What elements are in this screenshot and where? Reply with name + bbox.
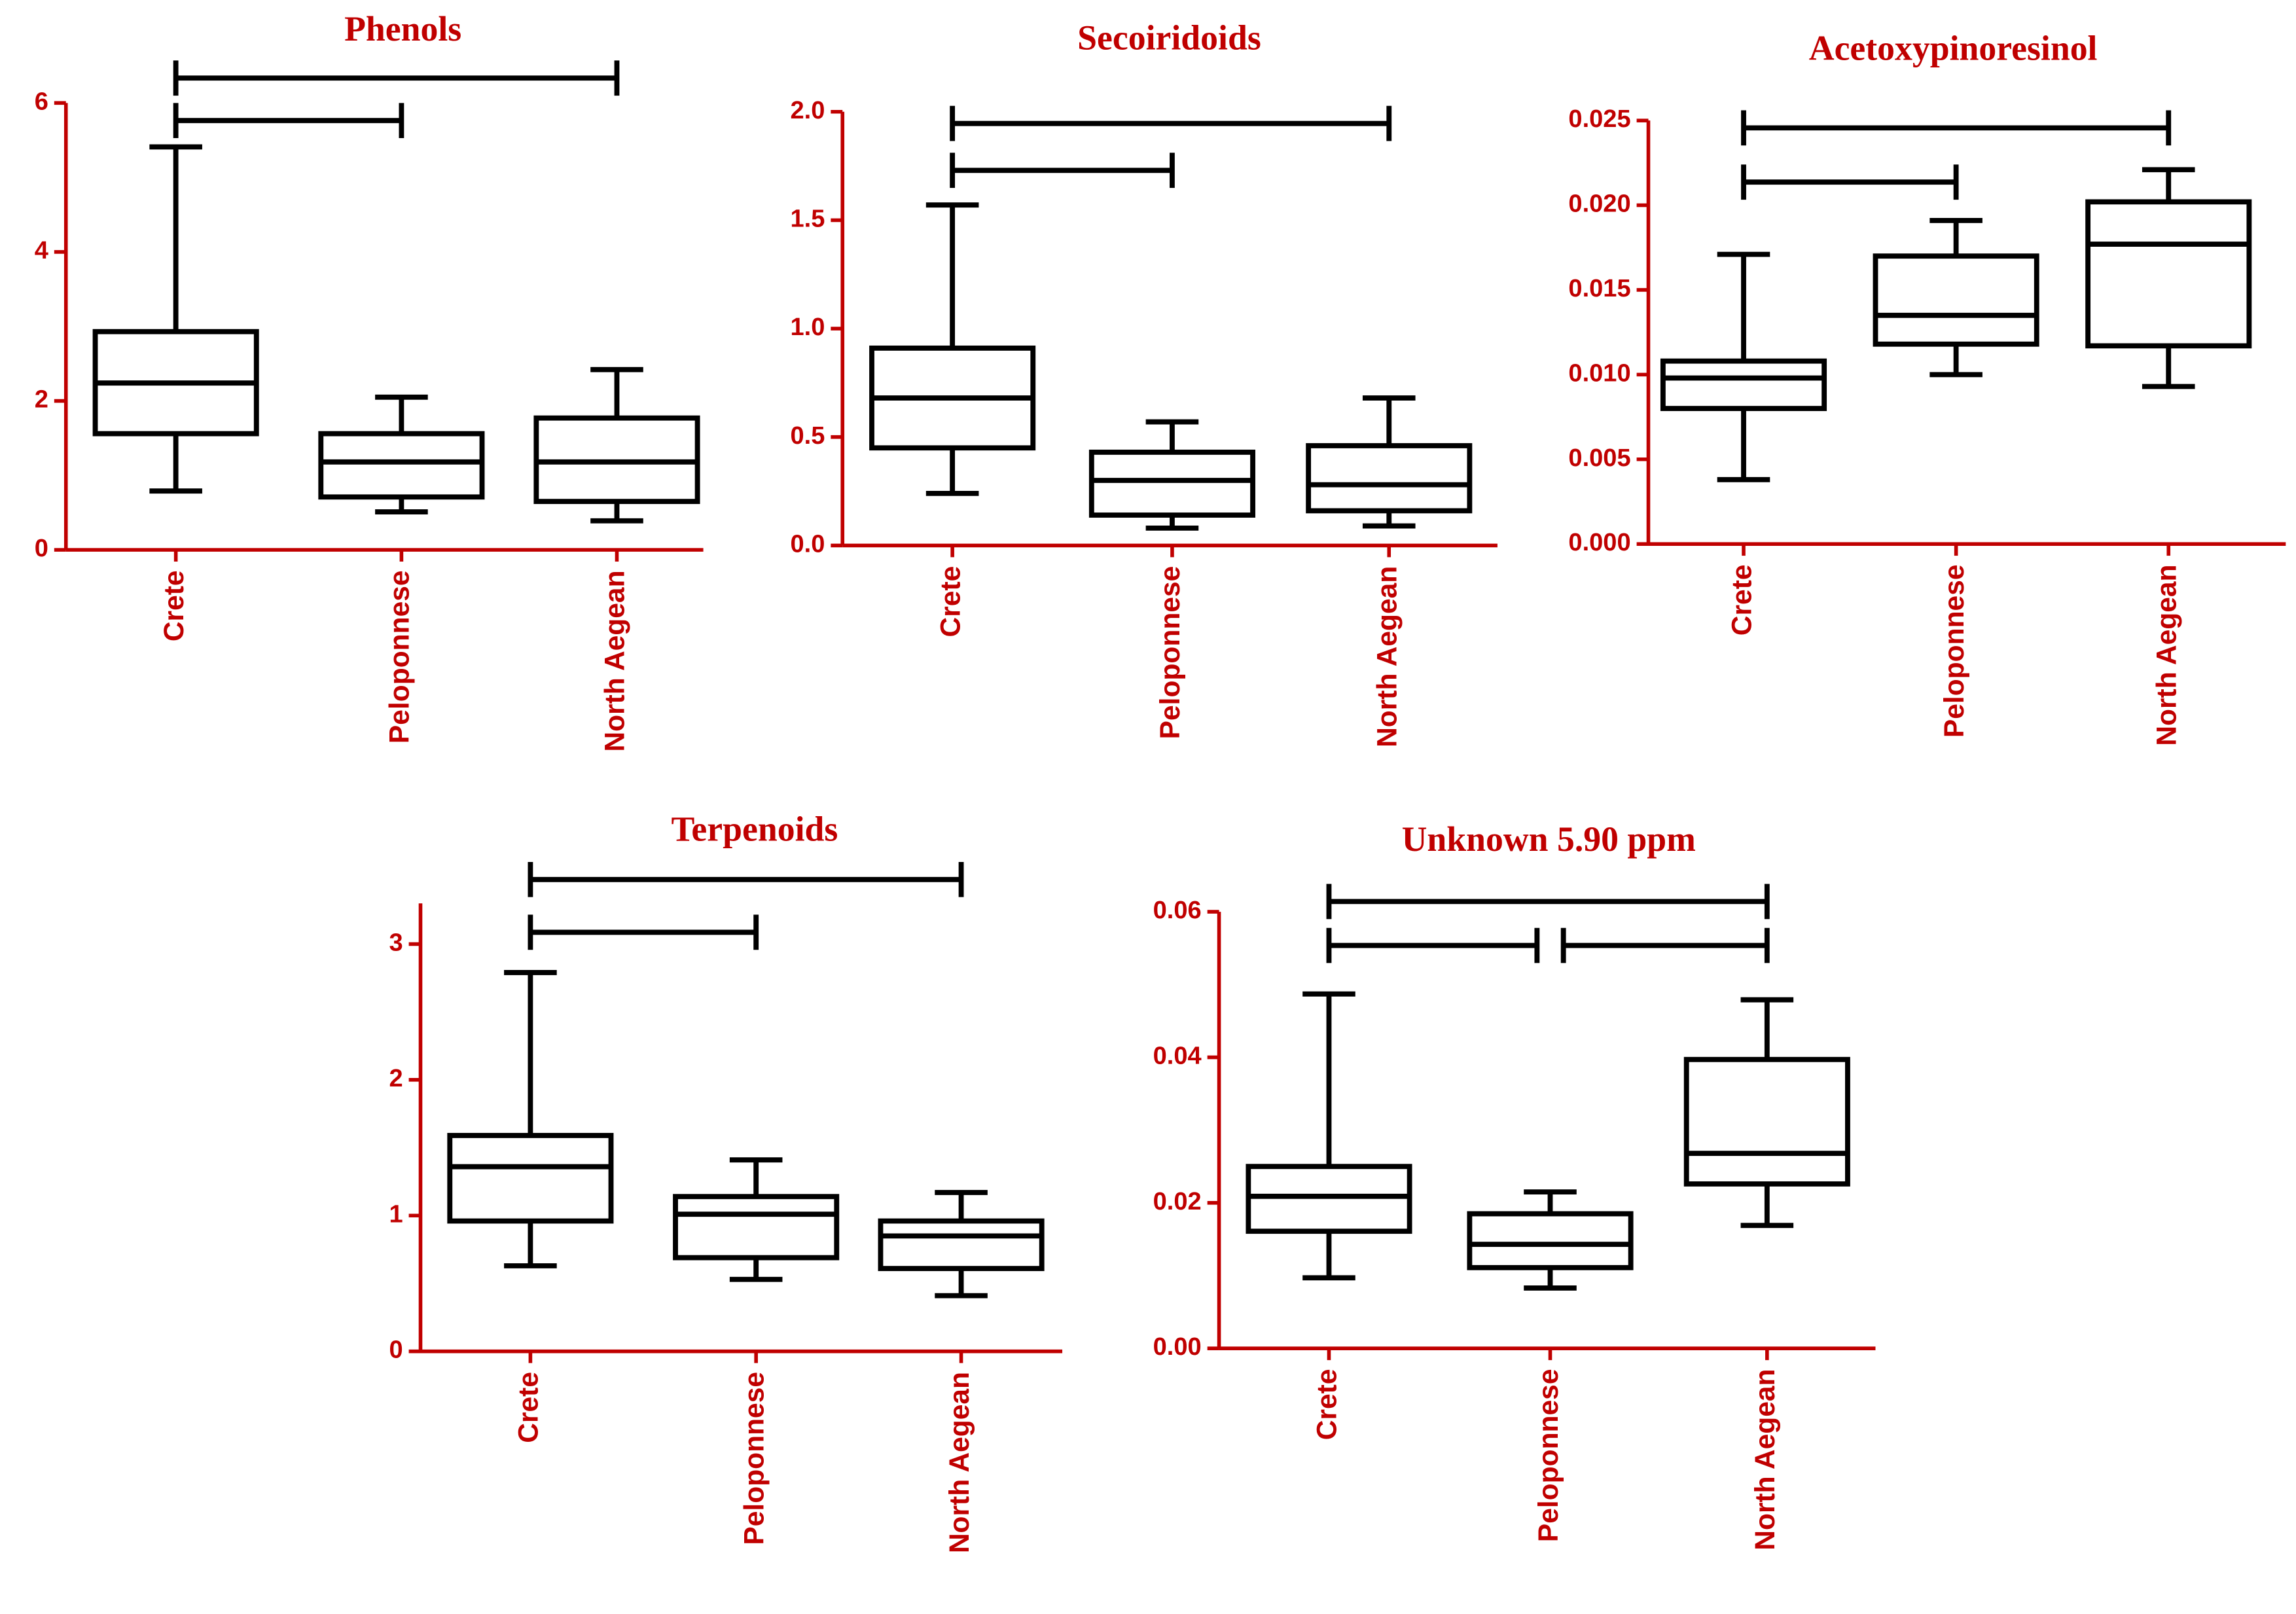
y-tick-label: 4 (35, 237, 48, 264)
x-tick-label: Peloponnese (1939, 564, 1970, 738)
y-tick-label: 1.0 (790, 314, 825, 341)
panel: Acetoxypinoresinol 0.000 0.005 0.010 0.015 0.… (1568, 28, 2286, 746)
y-tick-label: 0.000 (1568, 529, 1630, 556)
y-tick-label: 6 (35, 88, 48, 115)
box (1467, 1211, 1634, 1270)
box (318, 431, 485, 500)
x-tick-label: Peloponnese (1533, 1369, 1564, 1543)
y-tick-label: 0.00 (1153, 1333, 1202, 1361)
y-tick-label: 0.020 (1568, 190, 1630, 218)
box (1873, 253, 2039, 347)
chart-title: Terpenoids (672, 810, 838, 849)
y-tick-label: 0.02 (1153, 1188, 1202, 1215)
x-tick-label: North Aegean (944, 1372, 975, 1553)
x-tick-label: Crete (513, 1372, 545, 1443)
x-tick-label: Crete (1726, 564, 1757, 636)
y-tick-label: 0.0 (790, 530, 825, 558)
box (1088, 450, 1255, 518)
y-tick-label: 0.5 (790, 422, 825, 450)
box (1683, 1056, 1850, 1187)
x-tick-label: Peloponnese (384, 570, 416, 744)
y-tick-label: 0.015 (1568, 275, 1630, 302)
x-tick-label: North Aegean (1749, 1369, 1781, 1551)
x-tick-label: Crete (935, 566, 966, 637)
y-tick-label: 1.5 (790, 205, 825, 232)
panel: Unknown 5.90 ppm 0.00 0.02 0.04 0.06 Crete Pel… (1153, 819, 1876, 1551)
chart-title: Unknown 5.90 ppm (1402, 819, 1696, 859)
chart-title: Secoiridoids (1077, 18, 1261, 58)
chart-title: Phenols (344, 9, 461, 48)
y-tick-label: 2.0 (790, 97, 825, 124)
box (1306, 443, 1473, 514)
x-tick-label: Peloponnese (738, 1372, 770, 1545)
box (2085, 199, 2252, 349)
x-tick-label: Peloponnese (1155, 566, 1186, 740)
x-tick-label: North Aegean (600, 570, 631, 751)
x-tick-label: Crete (158, 570, 190, 641)
x-tick-label: North Aegean (2151, 564, 2182, 745)
y-tick-label: 1 (389, 1200, 403, 1228)
x-tick-label: Crete (1312, 1369, 1343, 1441)
y-tick-label: 0.010 (1568, 359, 1630, 387)
panel: Secoiridoids 0.0 0.5 1.0 1.5 2.0 Crete Peloponn… (790, 18, 1498, 747)
y-tick-label: 3 (389, 929, 403, 956)
x-tick-label: North Aegean (1371, 566, 1403, 747)
chart-title: Acetoxypinoresinol (1809, 28, 2098, 67)
y-tick-label: 0.06 (1153, 897, 1202, 924)
box (1660, 358, 1827, 412)
y-tick-label: 2 (389, 1065, 403, 1092)
box (447, 1132, 614, 1224)
panel: Phenols 0 2 4 6 Crete Peloponnese North Aegean (35, 9, 704, 752)
panel: Terpenoids 0 1 2 3 Crete Peloponnese North Aege… (389, 810, 1063, 1553)
y-tick-label: 2 (35, 386, 48, 414)
y-tick-label: 0 (35, 535, 48, 562)
y-tick-label: 0.005 (1568, 444, 1630, 472)
y-tick-label: 0.04 (1153, 1042, 1202, 1069)
y-tick-label: 0 (389, 1336, 403, 1364)
box (673, 1194, 840, 1261)
y-tick-label: 0.025 (1568, 105, 1630, 133)
box (878, 1218, 1045, 1272)
